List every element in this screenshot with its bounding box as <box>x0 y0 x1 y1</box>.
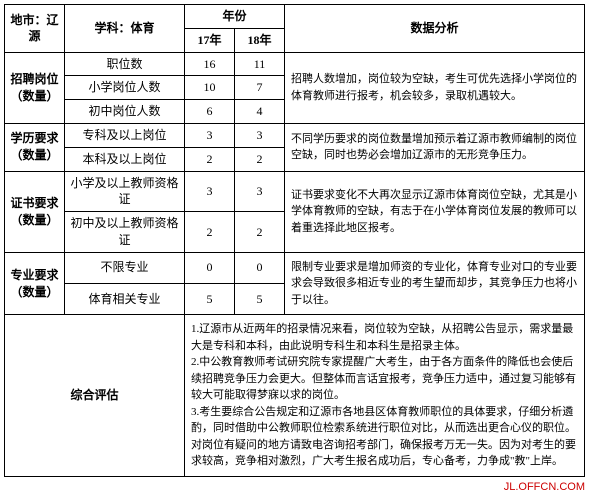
subject-value: 体育 <box>131 21 155 35</box>
city-label: 地市： <box>10 13 46 27</box>
row-name: 不限专业 <box>65 252 185 283</box>
city-cell: 地市：辽源 <box>5 5 65 53</box>
table-row: 证书要求（数量） 小学及以上教师资格证 3 3 证书要求变化不大再次显示辽源市体… <box>5 171 585 212</box>
cell-y18: 4 <box>235 100 285 124</box>
row-name: 体育相关专业 <box>65 284 185 315</box>
section-label-recruit: 招聘岗位（数量） <box>5 52 65 123</box>
subject-label: 学科： <box>94 21 130 35</box>
cell-y17: 16 <box>185 52 235 76</box>
cell-y18: 0 <box>235 252 285 283</box>
cell-y17: 5 <box>185 284 235 315</box>
analysis-certificate: 证书要求变化不大再次显示辽源市体育岗位空缺，尤其是小学体育教师的空缺，有志于在小… <box>285 171 585 252</box>
row-name: 小学及以上教师资格证 <box>65 171 185 212</box>
cell-y17: 6 <box>185 100 235 124</box>
cell-y18: 5 <box>235 284 285 315</box>
analysis-major: 限制专业要求是增加师资的专业化，体育专业对口的专业要求会导致很多相近专业的考生望… <box>285 252 585 315</box>
analysis-recruit: 招聘人数增加，岗位较为空缺，考生可优先选择小学岗位的体育教师进行报考，机会较多，… <box>285 52 585 123</box>
table-row: 学历要求（数量） 专科及以上岗位 3 3 不同学历要求的岗位数量增加预示着辽源市… <box>5 123 585 147</box>
cell-y17: 3 <box>185 123 235 147</box>
year-17: 17年 <box>185 28 235 52</box>
table-row: 招聘岗位（数量） 职位数 16 11 招聘人数增加，岗位较为空缺，考生可优先选择… <box>5 52 585 76</box>
row-name: 专科及以上岗位 <box>65 123 185 147</box>
cell-y17: 3 <box>185 171 235 212</box>
cell-y17: 2 <box>185 147 235 171</box>
summary-label: 综合评估 <box>5 315 185 477</box>
cell-y18: 2 <box>235 147 285 171</box>
cell-y17: 2 <box>185 212 235 253</box>
cell-y18: 7 <box>235 76 285 100</box>
row-name: 小学岗位人数 <box>65 76 185 100</box>
subject-cell: 学科：体育 <box>65 5 185 53</box>
cell-y18: 11 <box>235 52 285 76</box>
analysis-header: 数据分析 <box>285 5 585 53</box>
year-header: 年份 <box>185 5 285 29</box>
cell-y18: 3 <box>235 123 285 147</box>
summary-text: 1.辽源市从近两年的招录情况来看，岗位较为空缺，从招聘公告显示，需求量最大是专科… <box>185 315 585 477</box>
row-name: 本科及以上岗位 <box>65 147 185 171</box>
row-name: 初中岗位人数 <box>65 100 185 124</box>
row-name: 职位数 <box>65 52 185 76</box>
cell-y17: 0 <box>185 252 235 283</box>
section-label-major: 专业要求（数量） <box>5 252 65 315</box>
cell-y18: 2 <box>235 212 285 253</box>
table-row: 专业要求（数量） 不限专业 0 0 限制专业要求是增加师资的专业化，体育专业对口… <box>5 252 585 283</box>
row-name: 初中及以上教师资格证 <box>65 212 185 253</box>
summary-row: 综合评估 1.辽源市从近两年的招录情况来看，岗位较为空缺，从招聘公告显示，需求量… <box>5 315 585 477</box>
cell-y18: 3 <box>235 171 285 212</box>
year-18: 18年 <box>235 28 285 52</box>
section-label-education: 学历要求（数量） <box>5 123 65 171</box>
analysis-education: 不同学历要求的岗位数量增加预示着辽源市教师编制的岗位空缺，同时也势必会增加辽源市… <box>285 123 585 171</box>
data-table: 地市：辽源 学科：体育 年份 数据分析 17年 18年 招聘岗位（数量） 职位数… <box>4 4 585 477</box>
cell-y17: 10 <box>185 76 235 100</box>
section-label-certificate: 证书要求（数量） <box>5 171 65 252</box>
header-row-1: 地市：辽源 学科：体育 年份 数据分析 <box>5 5 585 29</box>
footer-url: JL.OFFCN.COM <box>4 477 585 493</box>
